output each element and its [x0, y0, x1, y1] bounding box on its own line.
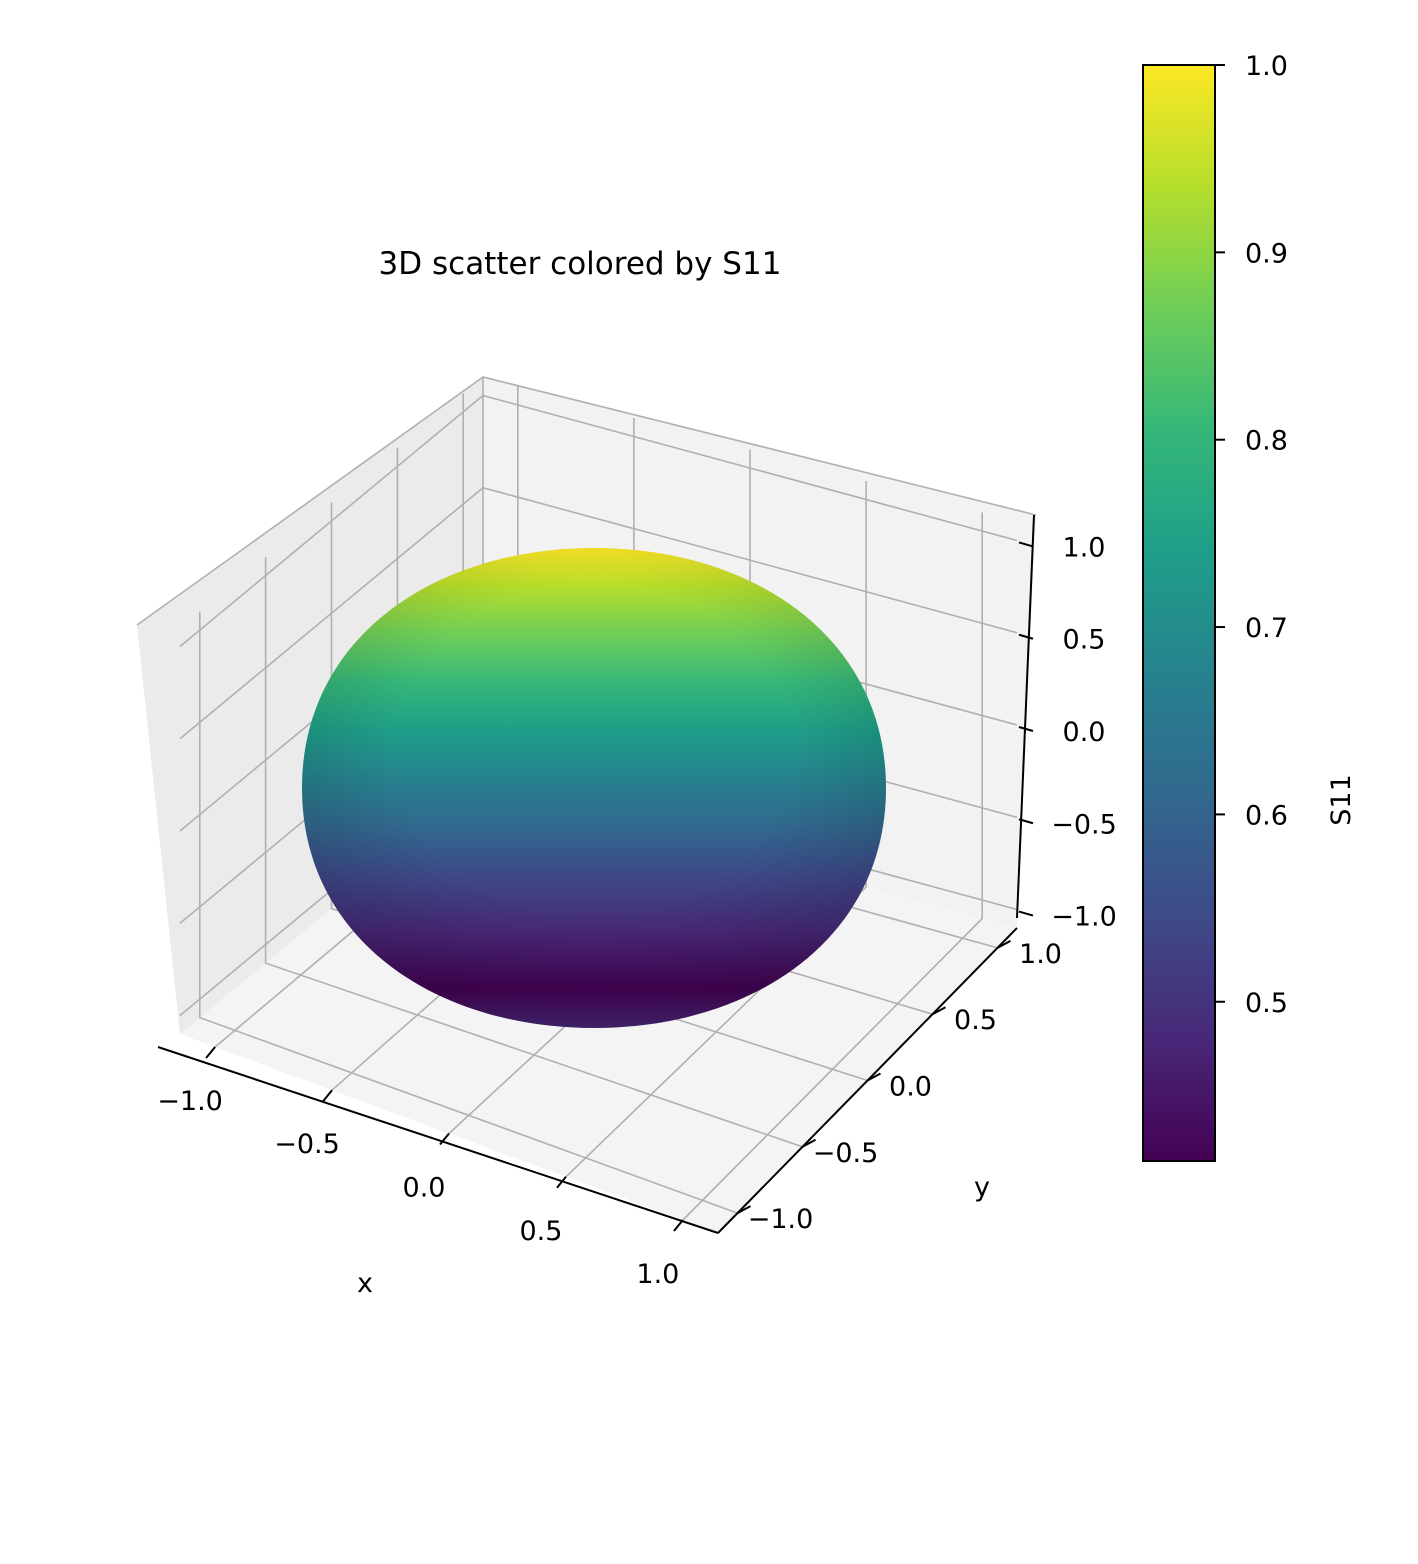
y-tick — [737, 1205, 751, 1214]
x-tick-label: 0.5 — [519, 1216, 562, 1247]
y-tick — [997, 940, 1011, 949]
y-tick — [802, 1138, 816, 1148]
y-tick-label: −0.5 — [813, 1138, 879, 1169]
y-tick-label: −1.0 — [748, 1204, 814, 1235]
x-axis-line — [157, 1046, 719, 1234]
x-tick — [556, 1176, 567, 1189]
colorbar-tick-label: 0.9 — [1245, 238, 1288, 269]
gridline-x — [682, 512, 984, 1221]
z-tick — [1018, 541, 1034, 548]
x-tick-label: −1.0 — [157, 1086, 223, 1117]
colorbar-tick-label: 1.0 — [1245, 51, 1288, 82]
z-tick — [1018, 633, 1034, 640]
x-tick — [439, 1132, 450, 1146]
z-tick-label: 0.0 — [1063, 717, 1106, 748]
z-tick — [1018, 910, 1034, 917]
scatter-surface — [302, 548, 886, 1028]
z-tick — [1018, 726, 1034, 732]
y-tick-label: 0.5 — [954, 1005, 997, 1036]
x-tick-label: 1.0 — [636, 1259, 679, 1290]
gridline-x — [565, 481, 867, 1178]
x-tick — [673, 1219, 684, 1232]
y-tick — [867, 1072, 881, 1082]
colorbar-tick-label: 0.6 — [1245, 800, 1288, 831]
z-tick — [1018, 818, 1034, 825]
y-tick — [932, 1006, 946, 1016]
surface-shading — [302, 548, 886, 1028]
colorbar-tick-label: 0.8 — [1245, 426, 1288, 457]
z-tick-label: 1.0 — [1063, 532, 1106, 563]
gridline-y — [199, 611, 738, 1214]
axis-ticks: −1.0 −0.5 0.0 0.5 1.0 −1.0 −0.5 0.0 0.5 1.0 −1.0 −0… — [157, 532, 1116, 1290]
x-axis-label: x — [357, 1268, 373, 1299]
z-tick-label: −1.0 — [1051, 902, 1117, 933]
y-tick-label: 1.0 — [1019, 939, 1062, 970]
x-tick — [205, 1046, 216, 1059]
colorbar-gradient — [1142, 64, 1216, 1162]
colorbar: 0.5 0.6 0.7 0.8 0.9 1.0 S11 — [1142, 51, 1357, 1162]
colorbar-tick-label: 0.5 — [1245, 988, 1288, 1019]
x-tick-label: −0.5 — [274, 1129, 340, 1160]
pane-left — [137, 377, 483, 1034]
colorbar-label: S11 — [1326, 774, 1357, 826]
z-tick-label: 0.5 — [1063, 625, 1106, 656]
y-axis-label: y — [974, 1172, 990, 1203]
z-axis-line — [1016, 514, 1035, 919]
gridline-y — [330, 502, 868, 1082]
y-tick-label: 0.0 — [889, 1072, 932, 1103]
z-tick-label: −0.5 — [1051, 809, 1117, 840]
gridline-y — [264, 557, 803, 1148]
chart-title: 3D scatter colored by S11 — [379, 246, 782, 282]
x-tick — [322, 1089, 333, 1102]
x-tick-label: 0.0 — [403, 1173, 446, 1204]
colorbar-tick-label: 0.7 — [1245, 613, 1288, 644]
colorbar-ticks: 0.5 0.6 0.7 0.8 0.9 1.0 — [1215, 51, 1288, 1019]
